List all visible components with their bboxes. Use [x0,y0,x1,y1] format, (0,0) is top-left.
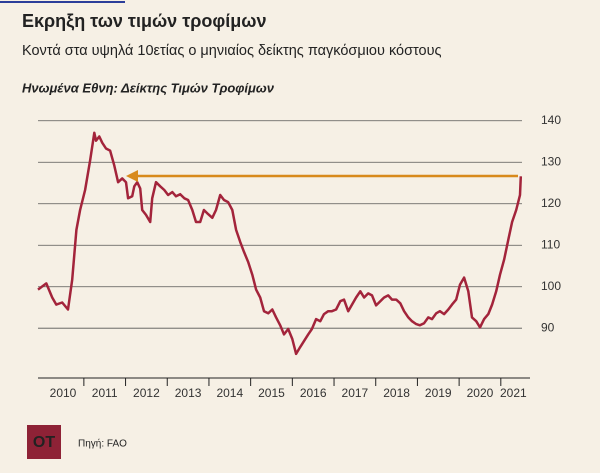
logo-box [27,425,61,459]
x-tick-label: 2017 [342,386,369,400]
arrow-head [126,170,138,182]
x-tick-label: 2021 [500,386,527,400]
x-tick-label: 2019 [425,386,452,400]
x-tick-label: 2011 [92,386,118,400]
logo: OT [33,434,55,451]
x-tick-label: 2010 [50,386,77,400]
chart-subtitle: Κοντά στα υψηλά 10ετίας ο μηνιαίος δείκτ… [22,43,442,59]
y-tick-label: 140 [541,113,561,127]
x-tick-label: 2014 [216,386,243,400]
y-tick-label: 130 [541,154,561,168]
x-tick-label: 2015 [258,386,285,400]
chart-label: Ηνωμένα Εθνη: Δείκτης Τιμών Τροφίμων [22,80,275,95]
x-tick-label: 2012 [133,386,160,400]
x-tick-label: 2016 [300,386,327,400]
x-tick-label: 2013 [175,386,202,400]
x-tick-label: 2020 [467,386,494,400]
x-tick-label: 2018 [383,386,410,400]
y-tick-label: 110 [541,237,560,251]
y-tick-label: 90 [541,320,555,334]
plot: 90 100 110 120 130 140 2010 2011 2012 2013 2014 201… [37,113,561,400]
y-tick-label: 120 [541,196,561,210]
series-line [37,131,523,356]
y-tick-label: 100 [541,279,561,293]
source: Πηγή: FAO [78,438,127,450]
chart-title: Εκρηξη των τιμών τροφίμων [22,11,266,32]
